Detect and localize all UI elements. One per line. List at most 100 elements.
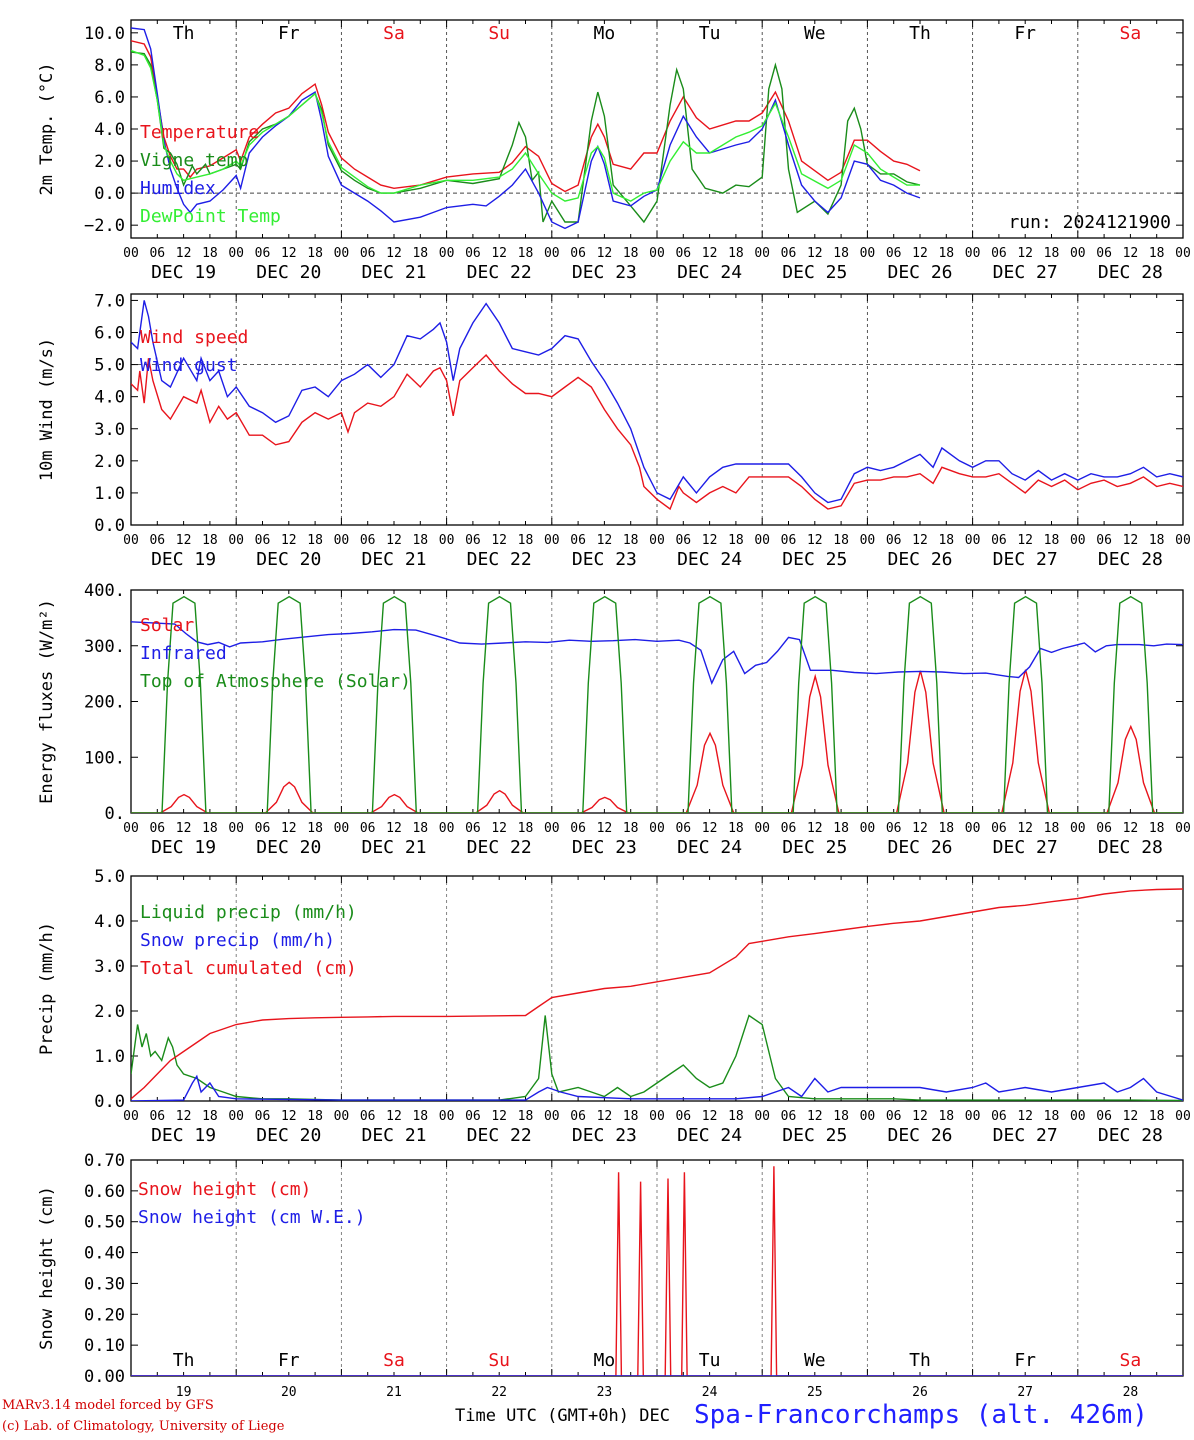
series-line bbox=[131, 1074, 1183, 1101]
x-hour-label: 00 bbox=[649, 1109, 665, 1124]
x-hour-label: 06 bbox=[675, 821, 691, 836]
x-hour-label: 12 bbox=[281, 1109, 297, 1124]
x-date-label: DEC 19 bbox=[151, 262, 216, 283]
x-hour-label: 06 bbox=[991, 533, 1007, 548]
x-hour-label: 12 bbox=[912, 1109, 928, 1124]
x-hour-label: 06 bbox=[675, 1109, 691, 1124]
x-date-label: DEC 23 bbox=[572, 262, 637, 283]
x-hour-label: 12 bbox=[281, 246, 297, 261]
x-hour-label: 18 bbox=[1044, 246, 1060, 261]
x-hour-label: 00 bbox=[1175, 1109, 1191, 1124]
weekday-label: Sa bbox=[383, 23, 405, 44]
x-hour-label: 06 bbox=[255, 246, 271, 261]
x-hour-label: 00 bbox=[439, 821, 455, 836]
x-hour-label: 12 bbox=[1017, 1109, 1033, 1124]
weekday-label: Th bbox=[909, 1350, 931, 1371]
y-tick-label: 0.60 bbox=[84, 1182, 125, 1202]
x-date-label: DEC 24 bbox=[677, 837, 742, 858]
x-hour-label: 06 bbox=[991, 246, 1007, 261]
y-tick-label: −2.0 bbox=[84, 216, 125, 236]
series-line bbox=[131, 353, 1183, 511]
x-date-label: DEC 21 bbox=[361, 549, 426, 570]
y-tick-label: 2.0 bbox=[94, 452, 125, 472]
run-label: run: 2024121900 bbox=[1008, 212, 1171, 233]
x-hour-label: 12 bbox=[491, 1109, 507, 1124]
y-axis-title: 10m Wind (m/s) bbox=[37, 338, 57, 481]
x-hour-label: 12 bbox=[1123, 1109, 1139, 1124]
x-hour-label: 06 bbox=[991, 1109, 1007, 1124]
y-tick-label: 8.0 bbox=[94, 56, 125, 76]
x-day-number: 25 bbox=[807, 1385, 823, 1400]
y-tick-label: 4.0 bbox=[94, 120, 125, 140]
x-hour-label: 06 bbox=[149, 821, 165, 836]
x-hour-label: 00 bbox=[544, 246, 560, 261]
x-hour-label: 12 bbox=[1123, 821, 1139, 836]
x-day-number: 27 bbox=[1017, 1385, 1033, 1400]
x-hour-label: 12 bbox=[386, 246, 402, 261]
x-hour-label: 18 bbox=[518, 821, 534, 836]
x-date-label: DEC 19 bbox=[151, 1125, 216, 1146]
x-hour-label: 00 bbox=[965, 821, 981, 836]
x-hour-label: 06 bbox=[675, 533, 691, 548]
x-hour-label: 18 bbox=[518, 533, 534, 548]
x-hour-label: 12 bbox=[597, 821, 613, 836]
x-hour-label: 00 bbox=[649, 246, 665, 261]
x-hour-label: 00 bbox=[1070, 821, 1086, 836]
x-hour-label: 12 bbox=[807, 1109, 823, 1124]
x-hour-label: 18 bbox=[938, 1109, 954, 1124]
y-tick-label: 3.0 bbox=[94, 420, 125, 440]
panel-1: 10.0 8.0 6.0 4.0 2.0 0.0 −2.0 2m Temp. (°C) 00 06… bbox=[37, 19, 1191, 283]
x-date-label: DEC 21 bbox=[361, 1125, 426, 1146]
x-hour-label: 12 bbox=[1123, 533, 1139, 548]
x-hour-label: 06 bbox=[149, 1109, 165, 1124]
x-hour-label: 18 bbox=[623, 246, 639, 261]
lab-credit: (c) Lab. of Climatology, University of L… bbox=[2, 1419, 285, 1434]
weekday-label: Th bbox=[173, 1350, 195, 1371]
panel-5: 0.70 0.60 0.50 0.40 0.30 0.20 0.10 0.00 Snow hei… bbox=[37, 1151, 1184, 1400]
x-hour-label: 06 bbox=[255, 533, 271, 548]
x-hour-label: 00 bbox=[334, 246, 350, 261]
x-hour-label: 12 bbox=[597, 1109, 613, 1124]
x-hour-label: 00 bbox=[754, 1109, 770, 1124]
x-date-label: DEC 25 bbox=[782, 1125, 847, 1146]
x-day-number: 23 bbox=[597, 1385, 613, 1400]
x-axis-title: Time UTC (GMT+0h) DEC bbox=[455, 1406, 670, 1426]
y-tick-label: 1.0 bbox=[94, 484, 125, 504]
x-hour-label: 06 bbox=[1096, 246, 1112, 261]
y-tick-label: 0.10 bbox=[84, 1336, 125, 1356]
x-date-label: DEC 24 bbox=[677, 549, 742, 570]
x-hour-label: 06 bbox=[570, 821, 586, 836]
x-hour-label: 12 bbox=[912, 533, 928, 548]
x-hour-label: 00 bbox=[228, 246, 244, 261]
x-hour-label: 12 bbox=[491, 821, 507, 836]
series-line bbox=[131, 1166, 1183, 1376]
x-hour-label: 00 bbox=[544, 533, 560, 548]
series-line bbox=[131, 888, 1183, 1100]
x-hour-label: 12 bbox=[491, 533, 507, 548]
y-tick-label: 200. bbox=[84, 693, 125, 713]
x-date-label: DEC 27 bbox=[993, 1125, 1058, 1146]
y-tick-label: 0. bbox=[105, 804, 125, 824]
legend-entry: Vigne temp bbox=[140, 150, 248, 171]
x-hour-label: 12 bbox=[1017, 821, 1033, 836]
x-day-number: 19 bbox=[176, 1385, 192, 1400]
legend-entry: Top of Atmosphere (Solar) bbox=[140, 671, 411, 692]
x-date-label: DEC 19 bbox=[151, 549, 216, 570]
weekday-label: Su bbox=[488, 23, 510, 44]
series-line bbox=[131, 49, 920, 202]
x-hour-label: 06 bbox=[465, 821, 481, 836]
y-tick-label: 0.50 bbox=[84, 1213, 125, 1233]
x-date-label: DEC 28 bbox=[1098, 262, 1163, 283]
x-hour-label: 06 bbox=[886, 533, 902, 548]
x-hour-label: 00 bbox=[754, 533, 770, 548]
x-hour-label: 18 bbox=[1149, 1109, 1165, 1124]
x-hour-label: 06 bbox=[1096, 533, 1112, 548]
x-hour-label: 18 bbox=[938, 821, 954, 836]
x-hour-label: 18 bbox=[1149, 821, 1165, 836]
x-date-label: DEC 20 bbox=[256, 837, 321, 858]
x-hour-label: 00 bbox=[439, 246, 455, 261]
x-date-label: DEC 24 bbox=[677, 1125, 742, 1146]
x-date-label: DEC 19 bbox=[151, 837, 216, 858]
x-hour-label: 00 bbox=[123, 1109, 139, 1124]
x-date-label: DEC 28 bbox=[1098, 837, 1163, 858]
